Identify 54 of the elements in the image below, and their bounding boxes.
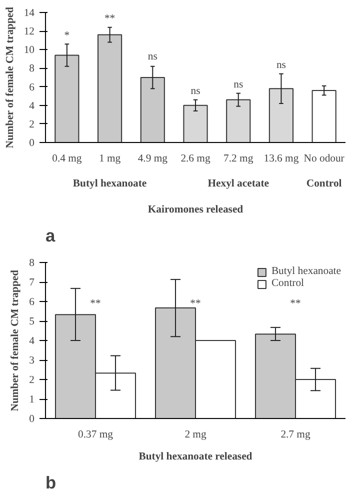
x-tick-label: 1 mg — [98, 154, 122, 164]
y-tick-label: 8 — [29, 64, 34, 75]
annotation: * — [64, 30, 70, 42]
bar — [183, 104, 208, 142]
annotation: ** — [190, 298, 201, 310]
bar — [312, 90, 336, 142]
x-tick-label: 2 mg — [184, 430, 207, 440]
x-tick-label: 13.6 mg — [264, 154, 300, 164]
y-tick-label: 2 — [29, 375, 34, 386]
legend-label: Control — [271, 278, 304, 289]
x-axis-title: Butyl hexanoate released — [138, 452, 252, 462]
x-tick-label: 2.6 mg — [180, 154, 211, 164]
text: Hexyl acetate — [208, 178, 270, 190]
y-tick-label: 2 — [29, 119, 34, 130]
bar — [226, 99, 251, 142]
bar — [98, 34, 122, 142]
y-tick-label: 5 — [29, 316, 34, 328]
bar — [54, 54, 80, 142]
text: b — [46, 472, 56, 492]
annotation: ns — [234, 80, 244, 90]
y-tick-label: 6 — [29, 297, 36, 308]
x-tick-label: 0.4 mg — [52, 154, 82, 164]
x-tick-label: 0.37 mg — [78, 430, 114, 440]
y-tick-label: 14 — [24, 8, 36, 19]
x-axis-title: Kairomones released — [148, 204, 244, 216]
y-tick-label: 4 — [29, 336, 36, 347]
annotation: ** — [104, 14, 116, 25]
bar — [140, 77, 165, 142]
annotation: ns — [190, 86, 200, 97]
bar — [268, 88, 294, 142]
text: Control — [306, 178, 342, 190]
y-tick-label: 8 — [29, 258, 34, 269]
annotation: ** — [90, 298, 101, 310]
annotation: ** — [290, 298, 301, 310]
y-tick-label: 7 — [29, 278, 36, 288]
text: Butyl hexanoate — [72, 178, 147, 190]
x-tick-label: No odour — [304, 154, 345, 164]
y-tick-label: 3 — [29, 356, 34, 366]
text: a — [46, 226, 56, 246]
x-tick-label: 2.7 mg — [280, 430, 311, 440]
legend-label: Butyl hexanoate — [271, 266, 341, 277]
y-axis-title: Number of female CM trapped — [4, 6, 16, 148]
y-tick-label: 0 — [29, 414, 34, 425]
y-axis-title: Number of female CM trapped — [10, 270, 22, 412]
y-tick-label: 0 — [29, 138, 34, 149]
annotation: ns — [276, 60, 286, 71]
y-tick-label: 4 — [29, 100, 36, 112]
annotation: ns — [148, 52, 158, 63]
x-tick-label: 7.2 mg — [224, 154, 254, 164]
y-tick-label: 10 — [24, 45, 34, 56]
y-tick-label: 1 — [29, 394, 34, 406]
x-tick-label: 4.9 mg — [138, 154, 168, 164]
y-tick-label: 12 — [24, 26, 34, 38]
y-tick-label: 6 — [29, 82, 36, 94]
